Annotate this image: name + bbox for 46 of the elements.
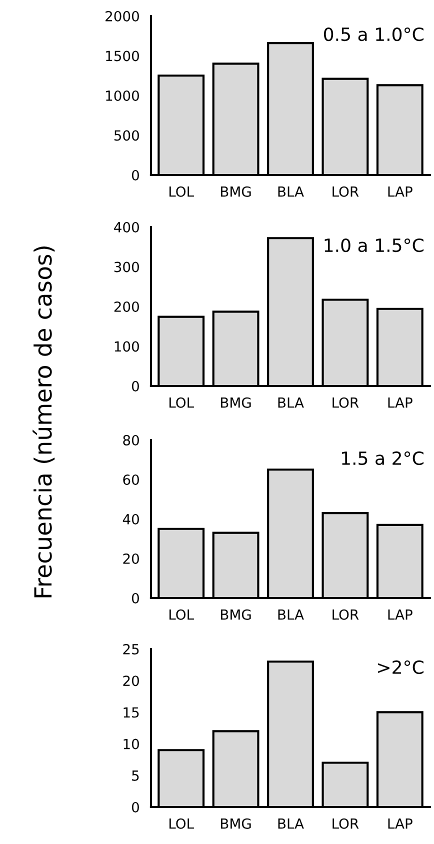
- x-tick-label: LOL: [170, 186, 194, 197]
- text: 0.5 a 1.0°C: [324, 27, 424, 42]
- y-tick-label: 20: [123, 676, 139, 686]
- y-tick-label: 80: [123, 434, 139, 446]
- x-tick-label: BMG: [221, 186, 251, 197]
- y-tick-label: 400: [114, 222, 139, 232]
- x-tick-label: LOR: [332, 609, 359, 620]
- y-tick-label: 25: [123, 644, 139, 654]
- x-tick-label: LOL: [170, 397, 194, 408]
- y-tick-label: 20: [123, 553, 139, 564]
- y-tick-label: 0: [132, 802, 139, 812]
- y-tick-label: 2000: [106, 10, 139, 22]
- y-tick-label: 60: [123, 474, 139, 485]
- x-tick-label: LOL: [170, 818, 194, 829]
- x-tick-label: LOL: [170, 609, 194, 620]
- x-tick-label: BMG: [221, 397, 251, 408]
- y-tick-label: 0: [132, 592, 139, 604]
- y-tick-label: 0: [132, 380, 139, 392]
- y-tick-label: 500: [114, 130, 139, 141]
- y-tick-label: 300: [114, 262, 139, 272]
- x-tick-label: BLA: [278, 186, 304, 197]
- text: >2°C: [378, 660, 424, 674]
- y-tick-label: 1000: [106, 90, 139, 101]
- y-tick-label: 10: [124, 738, 139, 750]
- x-tick-label: LOR: [332, 818, 359, 829]
- y-tick-label: 200: [114, 301, 139, 312]
- text: 1.0 a 1.5°C: [324, 238, 424, 252]
- x-tick-label: LAP: [388, 818, 412, 829]
- y-tick-label: 1500: [106, 50, 139, 62]
- x-tick-label: LAP: [388, 398, 412, 408]
- x-tick-label: BMG: [221, 818, 251, 829]
- x-tick-label: LAP: [388, 186, 412, 197]
- x-tick-label: BLA: [278, 398, 304, 408]
- x-tick-label: BLA: [278, 818, 304, 829]
- text: 1.5 a 2°C: [342, 451, 424, 466]
- y-tick-label: 5: [132, 770, 139, 781]
- x-tick-label: LAP: [388, 610, 412, 620]
- x-tick-label: LOR: [332, 397, 359, 408]
- x-tick-label: LOR: [332, 186, 359, 197]
- y-tick-label: 40: [122, 514, 139, 524]
- y-tick-label: 15: [124, 707, 139, 718]
- y-tick-label: 100: [114, 341, 139, 352]
- y-tick-label: 0: [132, 170, 139, 180]
- x-tick-label: BMG: [221, 609, 251, 620]
- y-axis-title: Frecuencia (número de casos): [32, 246, 55, 598]
- x-tick-label: BLA: [278, 610, 304, 620]
